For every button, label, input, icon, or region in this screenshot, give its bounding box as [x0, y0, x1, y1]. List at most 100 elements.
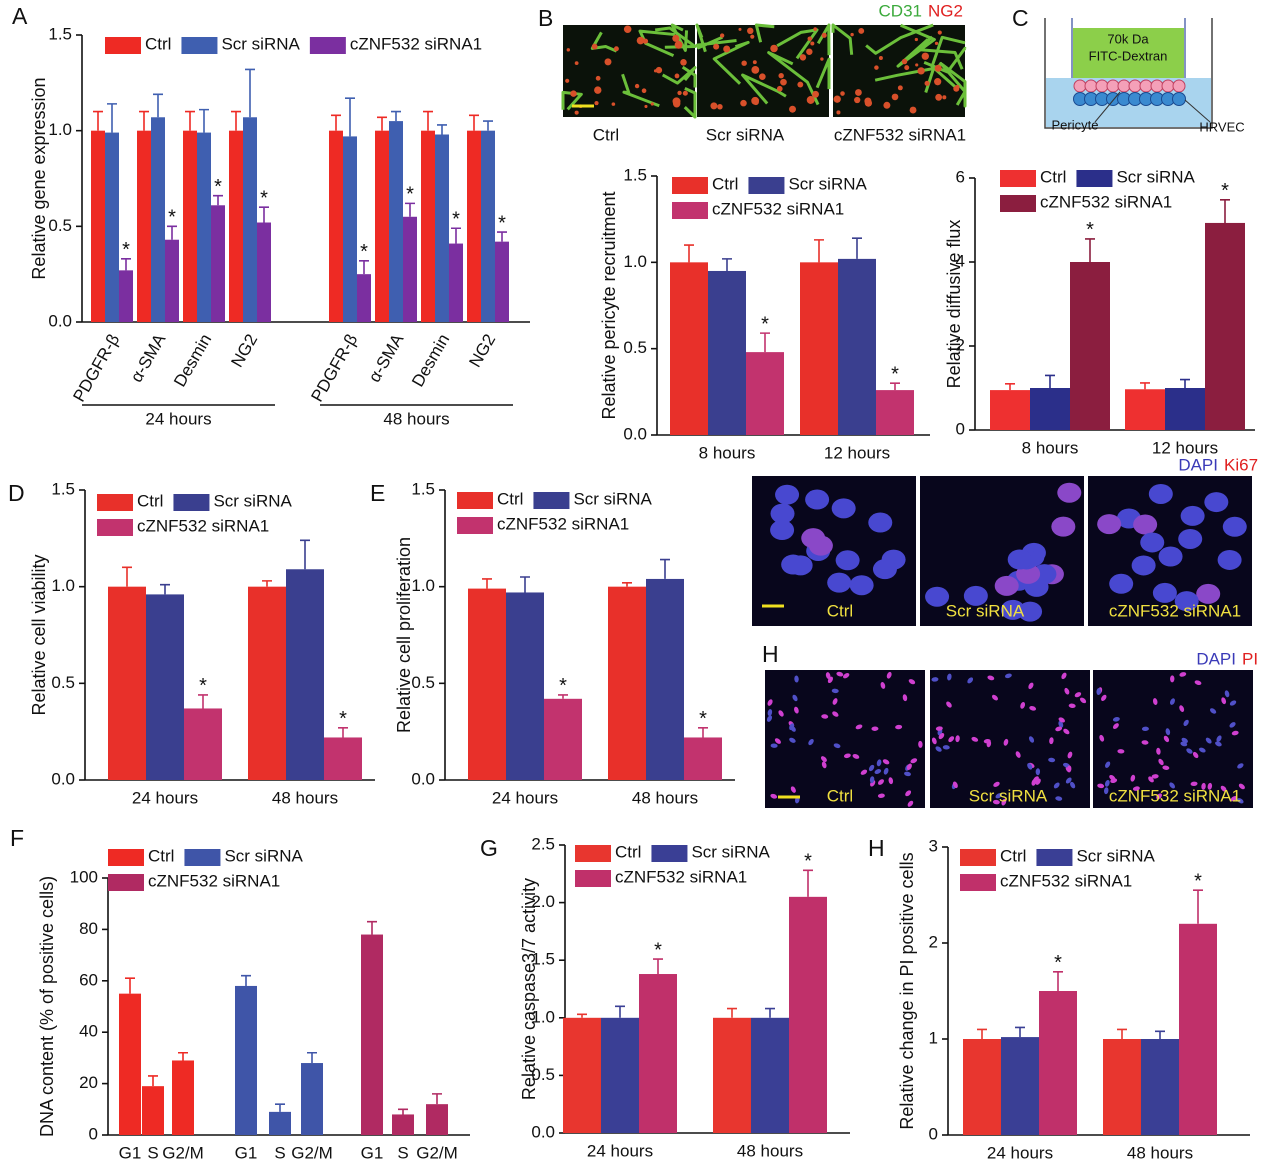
nucleus [1028, 736, 1035, 743]
y-tick-label: 80 [79, 919, 98, 938]
nucleus [1204, 492, 1229, 513]
nucleus [1205, 737, 1212, 744]
nucleus [1237, 798, 1244, 804]
y-tick-label: 3 [929, 836, 938, 855]
error-bar [198, 694, 208, 709]
x-tick-label: G1 [361, 1143, 384, 1162]
significance-mark: * [1194, 870, 1202, 892]
image-label: Scr siRNA [706, 125, 785, 144]
pericyte [719, 33, 725, 38]
bar [1070, 262, 1110, 430]
nucleus [1048, 757, 1056, 763]
pericyte [955, 84, 960, 90]
nucleus [931, 677, 939, 682]
bar [165, 239, 179, 322]
nucleus [1237, 763, 1244, 769]
nucleus [843, 753, 851, 759]
nucleus [1068, 703, 1076, 708]
nucleus [827, 676, 833, 684]
legend-swatch [309, 37, 346, 54]
significance-mark: * [498, 212, 506, 234]
nucleus [935, 726, 943, 731]
x-tick-label: 48 hours [272, 788, 338, 807]
nucleus [908, 679, 916, 685]
significance-mark: * [804, 851, 812, 873]
nucleus [770, 503, 795, 524]
bar [751, 1017, 789, 1133]
legend-swatch [748, 177, 785, 194]
nucleus [1007, 549, 1032, 570]
y-tick-label: 1.0 [48, 120, 72, 139]
error-bar [241, 974, 251, 986]
group-label: 48 hours [383, 409, 449, 428]
legend-label: cZNF532 siRNA1 [350, 34, 482, 53]
nucleus [938, 733, 945, 740]
pericyte [836, 110, 841, 115]
error-bar [423, 110, 433, 131]
y-tick-label: 0 [89, 1124, 98, 1143]
error-bar [660, 558, 670, 579]
legend-label: cZNF532 siRNA1 [497, 514, 629, 533]
pericyte [917, 67, 925, 75]
bar [172, 1060, 194, 1135]
diagram-label: Pericyte [1052, 117, 1099, 132]
x-tick-label: 12 hours [824, 443, 890, 462]
nucleus [1221, 697, 1227, 705]
bar [435, 134, 449, 322]
legend-swatch [672, 202, 708, 219]
y-tick-label: 0.0 [411, 769, 435, 788]
nucleus [1156, 747, 1161, 755]
nucleus [1148, 776, 1154, 783]
error-bar [125, 977, 135, 994]
pericyte [909, 106, 917, 114]
pericyte [672, 97, 681, 106]
micrograph [831, 23, 967, 117]
nucleus [1220, 785, 1227, 792]
nucleus [876, 759, 882, 767]
significance-mark: * [199, 675, 207, 697]
pericyte [807, 36, 813, 42]
nucleus [1049, 737, 1054, 745]
nucleus [1035, 778, 1041, 785]
nucleus [1170, 675, 1175, 683]
pericyte-cell [1128, 79, 1142, 93]
channel-label: PI [1242, 649, 1258, 668]
y-tick-label: 40 [79, 1022, 98, 1041]
panel-letter: F [10, 825, 24, 851]
bar-chart: 0.0 0.5 1.0 1.5 Relative cell proliferation E… [370, 479, 735, 807]
nucleus [831, 498, 856, 519]
bar [403, 216, 417, 322]
legend-swatch [97, 494, 133, 511]
x-tick-label: 24 hours [587, 1141, 653, 1160]
nucleus [1109, 573, 1134, 594]
y-tick-label: 0.0 [531, 1122, 555, 1141]
nucleus [987, 675, 995, 681]
significance-mark: * [699, 708, 707, 730]
error-bar [483, 120, 493, 131]
bar [301, 1063, 323, 1135]
significance-mark: * [1221, 180, 1229, 202]
nucleus [1222, 516, 1247, 537]
nucleus [767, 709, 773, 717]
bar [608, 586, 646, 780]
nucleus [770, 743, 778, 748]
error-bar [520, 576, 530, 593]
nucleus [1029, 705, 1037, 711]
bar [713, 1017, 751, 1133]
vessel [831, 23, 854, 55]
pericyte [747, 27, 754, 35]
y-axis-label: Relative caspase3/7 activity [519, 878, 539, 1100]
nucleus [790, 786, 796, 793]
nucleus [1209, 708, 1217, 714]
legend-label: Ctrl [137, 491, 163, 510]
error-bar [345, 97, 355, 137]
pericyte [924, 80, 930, 86]
bar [137, 130, 151, 322]
cell-layers [1073, 79, 1186, 106]
significance-mark: * [654, 939, 662, 961]
nucleus [1230, 796, 1238, 802]
error-bar [722, 258, 732, 271]
nucleus [971, 736, 979, 742]
error-bar [107, 103, 117, 133]
legend-swatch [108, 849, 144, 866]
